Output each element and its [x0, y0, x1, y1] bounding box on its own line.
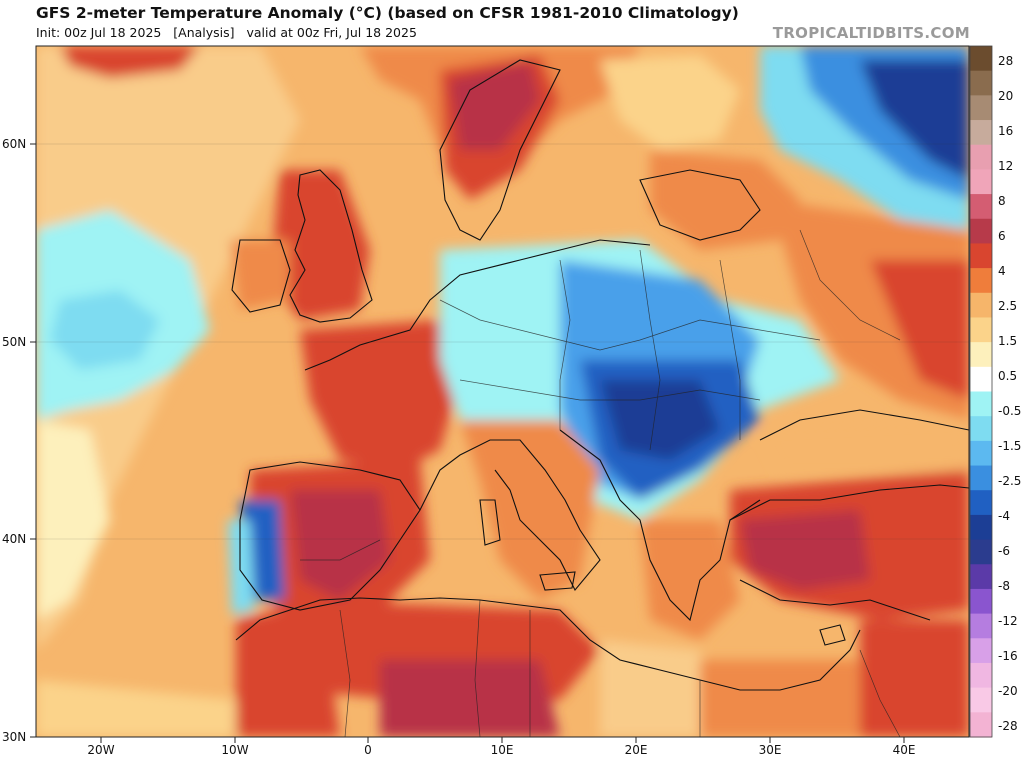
border-line — [719, 259, 741, 440]
colorbar-label: 28 — [998, 54, 1013, 68]
coast-sicily — [539, 571, 576, 591]
colorbar-label: 8 — [998, 194, 1006, 208]
colorbar-label: -8 — [998, 579, 1010, 593]
lat-label-50n: 50N — [2, 335, 26, 349]
colorbar-swatch — [970, 687, 992, 713]
colorbar-label: 6 — [998, 229, 1006, 243]
colorbar-frame — [969, 45, 993, 738]
colorbar-label: 1.5 — [998, 334, 1017, 348]
border-line — [459, 379, 761, 401]
coast-black-sea-south — [729, 484, 969, 521]
colorbar-swatch — [970, 416, 992, 442]
lon-label-40e: 40E — [893, 743, 916, 757]
anomaly-field — [36, 46, 969, 737]
border-line — [639, 249, 661, 451]
border-line — [300, 539, 381, 561]
coast-italy — [419, 439, 601, 591]
lat-axis: 60N 50N 40N 30N — [2, 137, 36, 744]
coastlines — [231, 59, 969, 691]
colorbar-label: 4 — [998, 264, 1006, 278]
coast-anatolia-south — [739, 579, 931, 621]
border-line — [559, 259, 571, 430]
colorbar-swatch — [970, 144, 992, 170]
colorbar-swatch — [970, 588, 992, 615]
lon-label-20e: 20E — [625, 743, 648, 757]
coast-corsica-sardinia — [479, 499, 501, 546]
colorbar-label: -16 — [998, 649, 1018, 663]
colorbar-label: -2.5 — [998, 474, 1021, 488]
coast-north-europe — [304, 239, 651, 371]
chart-subtitle: Init: 00z Jul 18 2025 [Analysis] valid a… — [36, 25, 417, 40]
colorbar-label: -28 — [998, 719, 1018, 733]
border-line — [859, 649, 901, 737]
colorbar-swatch — [970, 391, 992, 417]
coast-baltic — [639, 169, 761, 241]
coast-cyprus — [819, 624, 846, 646]
colorbar-swatch — [970, 514, 992, 541]
lat-label-30n: 30N — [2, 730, 26, 744]
border-line — [439, 299, 821, 351]
coast-britain — [289, 169, 373, 323]
lon-label-10e: 10E — [491, 743, 514, 757]
lon-label-0: 0 — [364, 743, 372, 757]
colorbar-label: 12 — [998, 159, 1013, 173]
colorbar-swatch — [970, 70, 992, 96]
colorbar-label: -4 — [998, 509, 1010, 523]
colorbar-swatch — [970, 712, 992, 738]
colorbar — [970, 46, 992, 738]
lon-axis: 20W 10W 0 10E 20E 30E 40E — [87, 737, 915, 757]
colorbar-swatch — [970, 46, 992, 72]
colorbar-labels: 28 20 16 12 8 6 4 2.5 1.5 0.5 -0.5 -1.5 -2.5 -4 -6 -8 -1… — [998, 54, 1021, 733]
colorbar-swatch — [970, 120, 992, 146]
border-line — [799, 229, 901, 341]
colorbar-swatch — [970, 564, 992, 590]
brand-watermark: TROPICALTIDBITS.COM — [772, 24, 970, 42]
colorbar-swatch — [970, 613, 992, 639]
colorbar-swatch — [970, 490, 992, 516]
colorbar-swatch — [970, 539, 992, 565]
coast-north-africa — [235, 597, 861, 691]
colorbar-swatch — [970, 268, 992, 294]
colorbar-swatch — [970, 243, 992, 269]
colorbar-swatch — [970, 194, 992, 220]
colorbar-label: 20 — [998, 89, 1013, 103]
border-line — [339, 609, 351, 737]
coast-scandinavia — [439, 59, 561, 241]
colorbar-swatch — [970, 440, 992, 467]
colorbar-swatch — [970, 366, 992, 393]
coast-balkans — [559, 429, 761, 622]
colorbar-swatch — [970, 638, 992, 664]
coast-ireland — [231, 239, 291, 313]
colorbar-label: -1.5 — [998, 439, 1021, 453]
coast-iberia — [239, 461, 421, 611]
colorbar-swatch — [970, 95, 992, 121]
border-line — [474, 599, 481, 737]
colorbar-label: 2.5 — [998, 299, 1017, 313]
graticule — [36, 143, 969, 540]
lon-label-30e: 30E — [759, 743, 782, 757]
colorbar-swatch — [970, 317, 992, 343]
colorbar-swatch — [970, 342, 992, 368]
colorbar-label: 0.5 — [998, 369, 1017, 383]
coast-black-sea-north — [759, 409, 969, 441]
colorbar-label: -20 — [998, 684, 1018, 698]
lon-label-20w: 20W — [87, 743, 114, 757]
colorbar-swatch — [970, 292, 992, 319]
colorbar-label: 16 — [998, 124, 1013, 138]
lat-label-60n: 60N — [2, 137, 26, 151]
chart-title: GFS 2-meter Temperature Anomaly (°C) (ba… — [36, 4, 739, 22]
colorbar-swatch — [970, 662, 992, 689]
map-panel — [36, 46, 969, 737]
country-borders — [300, 229, 901, 737]
lon-label-10w: 10W — [221, 743, 248, 757]
colorbar-label: -0.5 — [998, 404, 1021, 418]
lat-label-40n: 40N — [2, 532, 26, 546]
colorbar-label: -6 — [998, 544, 1010, 558]
colorbar-swatch — [970, 465, 992, 491]
colorbar-label: -12 — [998, 614, 1018, 628]
colorbar-swatch — [970, 169, 992, 195]
colorbar-swatch — [970, 218, 992, 245]
